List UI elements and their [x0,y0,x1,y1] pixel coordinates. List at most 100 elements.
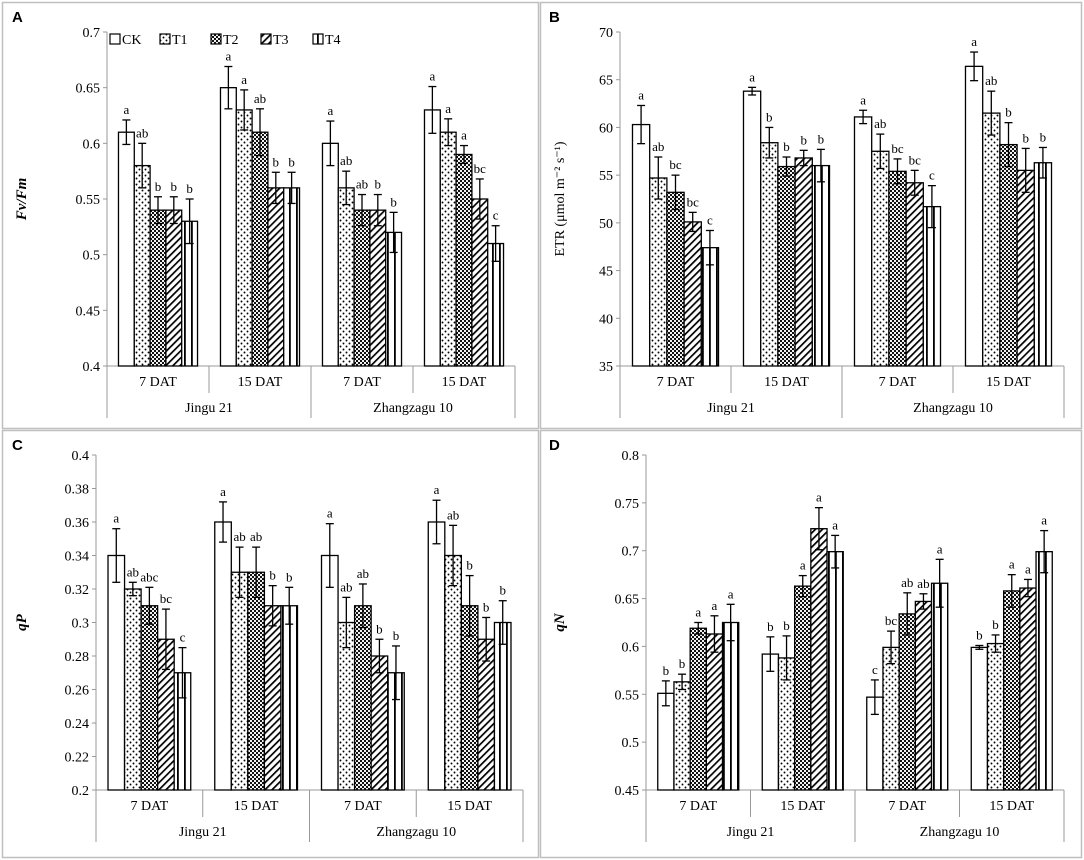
y-axis-title: qP [14,613,30,631]
bar-t4 [826,551,844,791]
significance-letter: bc [885,613,898,628]
significance-letter: a [832,517,838,532]
x-tick-label: 7 DAT [139,375,177,390]
bar-t1 [123,588,142,791]
significance-letter: bc [160,591,173,606]
significance-letter: b [766,109,773,124]
bar-t2 [666,191,685,367]
y-tick-label: 0.3 [72,617,90,632]
bar-t3 [905,182,924,367]
significance-letter: a [638,87,644,102]
bar-t3 [794,157,813,367]
significance-letter: c [872,662,878,677]
y-tick-label: 0.24 [65,717,90,732]
significance-letter: a [1041,513,1047,528]
significance-letter: b [499,583,506,598]
y-tick-label: 0.38 [65,483,90,498]
legend-label: T4 [325,33,341,48]
significance-letter: c [707,212,713,227]
y-tick-label: 60 [599,121,613,136]
significance-letter: a [445,101,451,116]
panel-frame [539,429,1083,859]
bar-t4 [493,621,512,791]
bar-ck [853,116,873,367]
significance-letter: bc [474,161,487,176]
significance-letter: a [327,103,333,118]
y-tick-label: 0.65 [76,82,101,97]
bar-t4 [1035,551,1053,791]
significance-letter: a [749,69,755,84]
significance-letter: a [1009,557,1015,572]
significance-letter: c [493,208,499,223]
bar-t1 [986,642,1005,791]
significance-letter: b [186,181,193,196]
bar-t4 [280,605,299,791]
significance-letter: b [663,663,670,678]
y-tick-label: 55 [599,169,613,184]
panel-frame [1,1,540,430]
significance-letter: b [171,179,178,194]
legend-swatch-t1 [159,33,171,45]
y-tick-label: 0.7 [83,26,101,41]
y-tick-label: 0.6 [622,640,640,655]
significance-letter: a [860,92,866,107]
significance-letter: bc [669,157,682,172]
bar-t1 [871,150,890,367]
significance-letter: ab [356,177,368,192]
significance-letter: b [286,569,293,584]
y-tick-label: 0.6 [83,137,101,152]
bar-ck [214,521,232,791]
panel-C: C 0.2 0.22 0.24 0.26 0.28 0.3 0.32 0.34 0.36 0.38 0… [1,429,540,859]
significance-letter: ab [136,125,148,140]
bar-t4 [721,621,740,791]
significance-letter: b [269,568,276,583]
bar-t2 [888,170,907,367]
bar-t1 [230,571,249,791]
significance-letter: b [376,621,383,636]
significance-letter: ab [233,529,245,544]
y-tick-label: 0.22 [65,751,90,766]
bar-t2 [898,613,916,791]
legend-swatch-t2 [210,33,222,45]
group-label: Zhangzagu 10 [373,401,453,416]
legend-label: T1 [172,33,188,48]
legend: CK T1 T2 T3 T4 [109,33,341,48]
significance-letter: a [429,69,435,84]
y-tick-label: 0.4 [72,449,90,464]
group-label: Zhangzagu 10 [913,401,993,416]
significance-letter: b [390,194,397,209]
legend-label: CK [122,33,141,48]
y-tick-label: 0.45 [615,784,640,799]
bar-t2 [251,131,269,367]
y-tick-label: 0.8 [622,449,640,464]
significance-letter: bc [909,152,922,167]
significance-letter: ab [917,576,929,591]
bar-ck [742,90,762,367]
significance-letter: a [225,49,231,64]
bar-t1 [649,177,668,367]
bar-t3 [1016,169,1035,367]
panel-label: C [12,437,23,454]
significance-letter: b [273,154,280,169]
bar-t1 [439,131,457,367]
significance-letter: a [937,541,943,556]
x-tick-label: 7 DAT [888,799,926,814]
y-tick-label: 0.26 [65,684,90,699]
significance-letter: a [434,482,440,497]
y-tick-label: 40 [599,312,613,327]
x-tick-label: 15 DAT [238,375,283,390]
significance-letter: b [992,617,999,632]
significance-letter: b [155,179,162,194]
significance-letter: a [123,102,129,117]
y-axis-title: qN [552,612,568,632]
x-tick-label: 15 DAT [986,375,1031,390]
bar-t3 [810,528,828,791]
significance-letter: a [971,34,977,49]
y-tick-label: 0.7 [622,545,640,560]
bar-t3 [477,638,496,791]
significance-letter: a [327,506,333,521]
bar-t2 [777,165,796,367]
bar-t1 [235,109,253,367]
bar-t2 [353,209,371,367]
bar-ck [321,142,339,367]
